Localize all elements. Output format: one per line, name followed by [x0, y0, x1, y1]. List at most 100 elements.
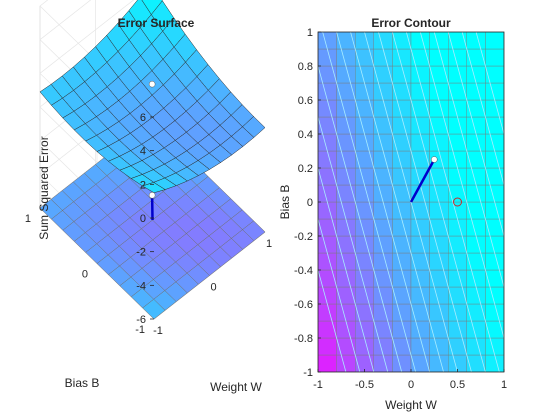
contour-cell: [410, 354, 430, 372]
contour-cell: [429, 65, 449, 84]
contour-cell: [466, 116, 486, 135]
contour-cell: [485, 82, 504, 101]
contour-line: [378, 32, 472, 372]
contour-cell: [410, 320, 430, 339]
contour-cell: [373, 320, 393, 339]
contour-cell: [318, 48, 337, 67]
contour-cell: [448, 201, 468, 220]
z-axis-tick-labels: -6 -4 -2 0 2 4 6: [136, 112, 154, 326]
contour-cell: [355, 303, 375, 322]
contour-cell: [336, 82, 356, 101]
contour-cell: [373, 286, 393, 305]
contour-line: [447, 32, 504, 238]
z-tick-label: -6: [136, 314, 146, 326]
error-surface-plot: -6 -4 -2 0 2 4 6 -1 0 1 -1 0 1 Error Surface Sum S…: [25, 0, 272, 394]
contour-cell: [392, 235, 412, 254]
contour-cell: [410, 133, 430, 152]
contour-cell: [392, 82, 412, 101]
contour-cell: [392, 201, 412, 220]
contour-cell: [392, 133, 412, 152]
contour-cell: [318, 337, 337, 356]
contour-cell: [466, 354, 486, 372]
contour-cell: [466, 201, 486, 220]
contour-y-tick-label: 0.2: [298, 163, 313, 175]
contour-y-tick-label: 1: [307, 27, 313, 39]
contour-line: [322, 32, 417, 372]
contour-cell: [448, 320, 468, 339]
contour-cell: [373, 116, 393, 135]
contour-y-tick-label: 0.8: [298, 61, 313, 73]
contour-cell: [429, 201, 449, 220]
contour-cell: [448, 235, 468, 254]
contour-cell: [392, 167, 412, 186]
contour-y-tick-label: -0.4: [294, 265, 313, 277]
surface-zlabel: Sum Squared Error: [37, 136, 51, 239]
contour-line: [318, 217, 361, 372]
contour-cell: [410, 201, 430, 220]
contour-cell: [318, 320, 337, 339]
contour-cell: [448, 252, 468, 271]
contour-cell: [429, 184, 449, 203]
contour-cell: [318, 32, 337, 50]
contour-cell: [336, 150, 356, 169]
contour-cell: [373, 337, 393, 356]
contour-x-tick-label: 0.5: [450, 379, 465, 391]
contour-cell: [318, 150, 337, 169]
contour-cell: [373, 184, 393, 203]
contour-cell: [466, 32, 486, 50]
contour-cell: [392, 286, 412, 305]
contour-cell: [448, 337, 468, 356]
contour-cell: [485, 133, 504, 152]
contour-cell: [336, 32, 356, 50]
contour-cell: [448, 218, 468, 237]
contour-cell: [373, 150, 393, 169]
surface-xlabel: Weight W: [210, 380, 262, 394]
contour-cell: [466, 218, 486, 237]
contour-cell: [410, 150, 430, 169]
contour-cell: [466, 252, 486, 271]
contour-cell: [485, 167, 504, 186]
contour-cell: [392, 320, 412, 339]
contour-line: [318, 115, 389, 372]
contour-cell: [485, 218, 504, 237]
contour-cell: [485, 116, 504, 135]
contour-cell: [429, 235, 449, 254]
y-tick-label: 0: [82, 269, 88, 281]
contour-cell: [485, 303, 504, 322]
contour-cell: [392, 99, 412, 118]
contour-cell: [318, 235, 337, 254]
z-tick-label: 0: [140, 213, 146, 225]
contour-line: [318, 268, 347, 372]
contour-y-tick-labels: -1 -0.8 -0.6 -0.4 -0.2 0 0.2 0.4 0.6 0.8 1: [294, 27, 321, 379]
contour-cell: [466, 167, 486, 186]
contour-x-tick-label: -0.5: [355, 379, 374, 391]
contour-cell: [429, 99, 449, 118]
contour-cell: [410, 337, 430, 356]
contour-cell: [355, 201, 375, 220]
contour-cell: [392, 303, 412, 322]
z-tick-label: 4: [140, 146, 146, 158]
contour-cell: [466, 286, 486, 305]
contour-cell: [466, 269, 486, 288]
contour-cell: [318, 218, 337, 237]
contour-cell: [373, 269, 393, 288]
contour-cell: [373, 65, 393, 84]
contour-cell: [485, 32, 504, 50]
contour-cell: [485, 235, 504, 254]
surface-mesh: [39, 0, 266, 194]
contour-cell: [373, 252, 393, 271]
contour-line: [336, 32, 430, 372]
surface-path-point: [148, 80, 156, 88]
contour-cell: [485, 337, 504, 356]
x-tick-label: 1: [266, 238, 272, 250]
contour-cell: [355, 286, 375, 305]
contour-cell: [466, 48, 486, 67]
contour-cell: [318, 252, 337, 271]
contour-cell: [392, 218, 412, 237]
contour-cell: [466, 337, 486, 356]
contour-cell: [318, 303, 337, 322]
contour-cell: [336, 286, 356, 305]
contour-cell: [336, 337, 356, 356]
contour-cell: [466, 150, 486, 169]
